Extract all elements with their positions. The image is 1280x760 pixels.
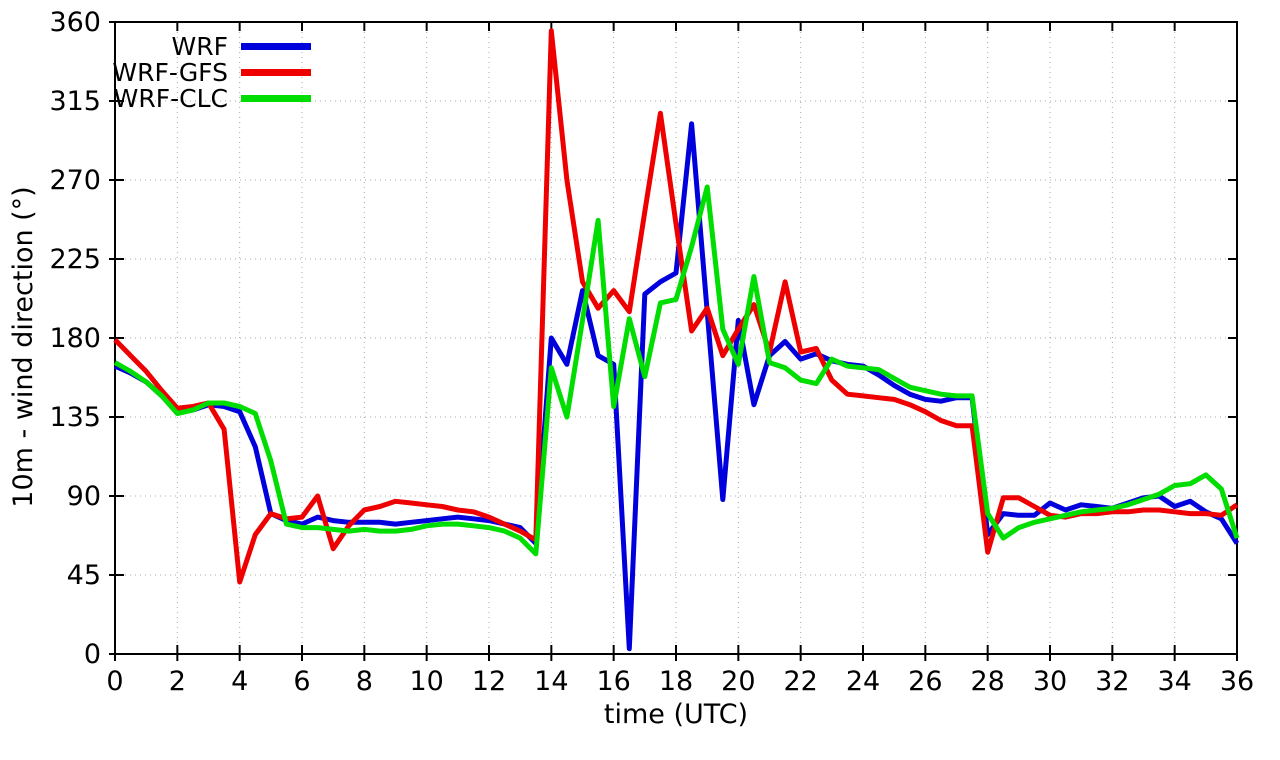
legend-entry-wrf: WRF xyxy=(88,31,311,61)
x-tick-label: 10 xyxy=(409,666,443,697)
x-tick-label: 4 xyxy=(231,666,248,697)
y-tick-label: 225 xyxy=(49,244,101,275)
x-tick-label: 26 xyxy=(908,666,942,697)
legend-label-wrf-clc: WRF-CLC xyxy=(113,83,228,113)
y-tick-label: 270 xyxy=(49,165,101,196)
legend-entry-wrf-gfs: WRF-GFS xyxy=(88,57,311,87)
y-tick-label: 360 xyxy=(49,7,101,38)
series-line-wrf-gfs xyxy=(113,28,1239,585)
x-tick-label: 6 xyxy=(293,666,310,697)
legend-label-wrf: WRF xyxy=(171,31,228,61)
series-line-wrf xyxy=(113,121,1240,652)
y-axis-title: 10m - wind direction (°) xyxy=(8,186,39,508)
legend-line-swatch-wrf-clc xyxy=(241,94,311,102)
y-tick-label: 315 xyxy=(49,86,101,117)
y-tick-label: 45 xyxy=(67,560,101,591)
series-line-wrf-clc xyxy=(113,184,1240,557)
x-axis-title: time (UTC) xyxy=(603,699,749,730)
x-tick-label: 2 xyxy=(169,666,186,697)
x-tick-label: 0 xyxy=(106,666,123,697)
x-tick-label: 30 xyxy=(1033,666,1067,697)
y-tick-label: 135 xyxy=(49,402,101,433)
y-tick-label: 0 xyxy=(84,639,101,670)
y-tick-label: 90 xyxy=(67,481,101,512)
x-tick-label: 14 xyxy=(534,666,568,697)
x-tick-label: 22 xyxy=(783,666,817,697)
x-tick-label: 18 xyxy=(659,666,693,697)
legend-line-swatch-wrf-gfs xyxy=(241,68,311,76)
x-tick-label: 32 xyxy=(1095,666,1129,697)
x-tick-label: 28 xyxy=(970,666,1004,697)
x-tick-label: 36 xyxy=(1220,666,1254,697)
x-tick-label: 8 xyxy=(356,666,373,697)
x-tick-label: 24 xyxy=(846,666,880,697)
legend-line-swatch-wrf xyxy=(241,42,311,50)
legend-entry-wrf-clc: WRF-CLC xyxy=(88,83,311,113)
chart-legend: WRF WRF-GFS WRF-CLC xyxy=(88,31,311,113)
legend-label-wrf-gfs: WRF-GFS xyxy=(112,57,228,87)
x-tick-label: 20 xyxy=(721,666,755,697)
y-tick-label: 180 xyxy=(49,323,101,354)
x-tick-label: 16 xyxy=(596,666,630,697)
x-tick-label: 34 xyxy=(1157,666,1191,697)
x-tick-label: 12 xyxy=(472,666,506,697)
